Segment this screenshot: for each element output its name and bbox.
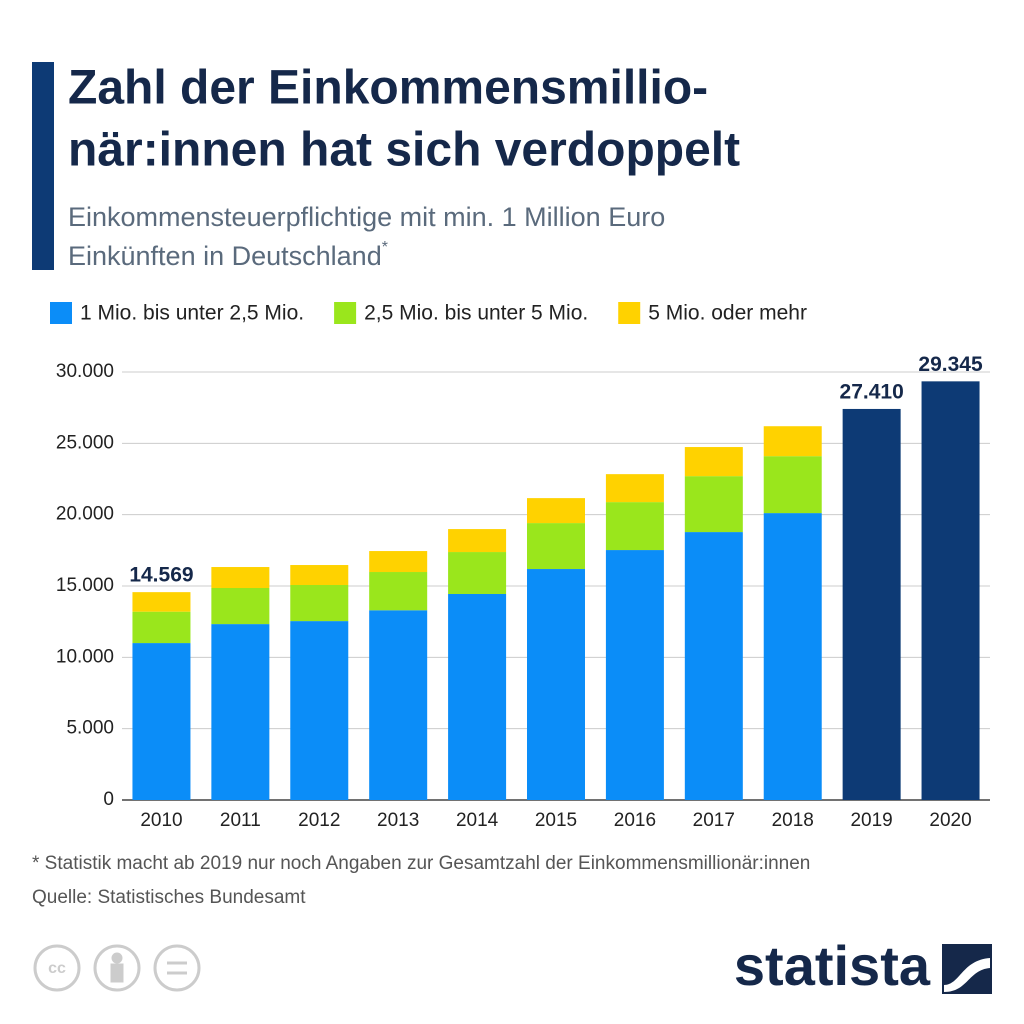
x-tick-label: 2013 [377, 810, 419, 831]
legend: 1 Mio. bis unter 2,5 Mio. 2,5 Mio. bis un… [50, 302, 807, 325]
subtitle: Einkommensteuerpflichtige mit min. 1 Mil… [68, 202, 665, 232]
bar-segment [132, 643, 191, 800]
x-tick-label: 2018 [772, 810, 814, 831]
bar-segment [527, 523, 585, 570]
value-label: 27.410 [840, 380, 904, 403]
bar-segment [211, 587, 270, 625]
cc-text: cc [48, 960, 66, 977]
x-tick-label: 2010 [140, 810, 182, 831]
nd-icon [153, 944, 201, 992]
bar-segment [132, 611, 191, 644]
bar-segment [290, 621, 349, 800]
bar-segment [369, 610, 428, 800]
bar-segment [448, 593, 507, 800]
bar-segment [448, 529, 507, 553]
total-bar [842, 408, 901, 800]
source: Quelle: Statistisches Bundesamt [32, 887, 306, 908]
license-icons [33, 944, 201, 992]
bar-segment [132, 592, 191, 612]
bar-segment [290, 565, 349, 586]
bar-segment [684, 532, 743, 800]
bar-segment [527, 498, 585, 524]
plot: 0 5.000 10.000 15.000 20.000 25.000 30.000 2010… [56, 353, 990, 831]
bar-segment [763, 456, 822, 514]
legend-label: 2,5 Mio. bis unter 5 Mio. [364, 302, 588, 325]
by-head [111, 952, 123, 964]
bar-segment [369, 551, 428, 573]
y-tick-label: 30.000 [56, 361, 114, 382]
y-tick-label: 20.000 [56, 504, 114, 525]
subtitle: Einkünften in Deutschland* [68, 239, 388, 271]
bar-segment [605, 550, 664, 800]
x-tick-label: 2016 [614, 810, 656, 831]
bar-segment [527, 569, 585, 800]
y-tick-label: 0 [103, 789, 114, 810]
subtitle-mark: * [382, 239, 388, 256]
chart-title: Zahl der Einkommensmillio- [68, 62, 708, 115]
y-tick-label: 5.000 [66, 718, 114, 739]
value-label: 29.345 [918, 353, 983, 376]
y-tick-label: 15.000 [56, 575, 114, 596]
bar-segment [369, 572, 428, 611]
legend-swatch [334, 302, 357, 324]
y-tick-label: 10.000 [56, 646, 114, 667]
value-label: 14.569 [129, 564, 193, 587]
subtitle-text: Einkünften in Deutschland [68, 241, 382, 271]
cc-icon [33, 944, 81, 992]
total-bar [921, 381, 980, 800]
by-icon [93, 944, 141, 992]
x-tick-label: 2019 [850, 810, 892, 831]
logo-mark [942, 944, 992, 994]
x-tick-label: 2011 [220, 810, 261, 831]
x-tick-label: 2015 [535, 810, 577, 831]
bar-segment [605, 502, 664, 551]
footnote: * Statistik macht ab 2019 nur noch Angab… [32, 853, 810, 874]
y-tick-label: 25.000 [56, 432, 114, 453]
legend-swatch [50, 302, 72, 324]
legend-swatch [618, 302, 641, 324]
bar-segment [211, 567, 270, 588]
accent-bar [32, 62, 54, 270]
bar-segment [684, 447, 743, 477]
bar-segment [605, 474, 664, 503]
bar-segment [763, 426, 822, 457]
logo: statista [734, 934, 931, 997]
x-tick-label: 2020 [929, 810, 971, 831]
chart-title: när:innen hat sich verdoppelt [68, 124, 740, 177]
bar-segment [448, 552, 507, 594]
by-body [110, 963, 124, 983]
bar-segment [763, 513, 822, 800]
bar-segment [290, 585, 349, 622]
legend-label: 1 Mio. bis unter 2,5 Mio. [80, 302, 304, 325]
x-tick-label: 2014 [456, 810, 499, 831]
legend-label: 5 Mio. oder mehr [648, 302, 807, 325]
bar-segment [684, 476, 743, 533]
x-tick-label: 2012 [298, 810, 340, 831]
logo-swoosh [944, 958, 990, 992]
x-tick-label: 2017 [693, 810, 735, 831]
bar-segment [211, 624, 270, 800]
